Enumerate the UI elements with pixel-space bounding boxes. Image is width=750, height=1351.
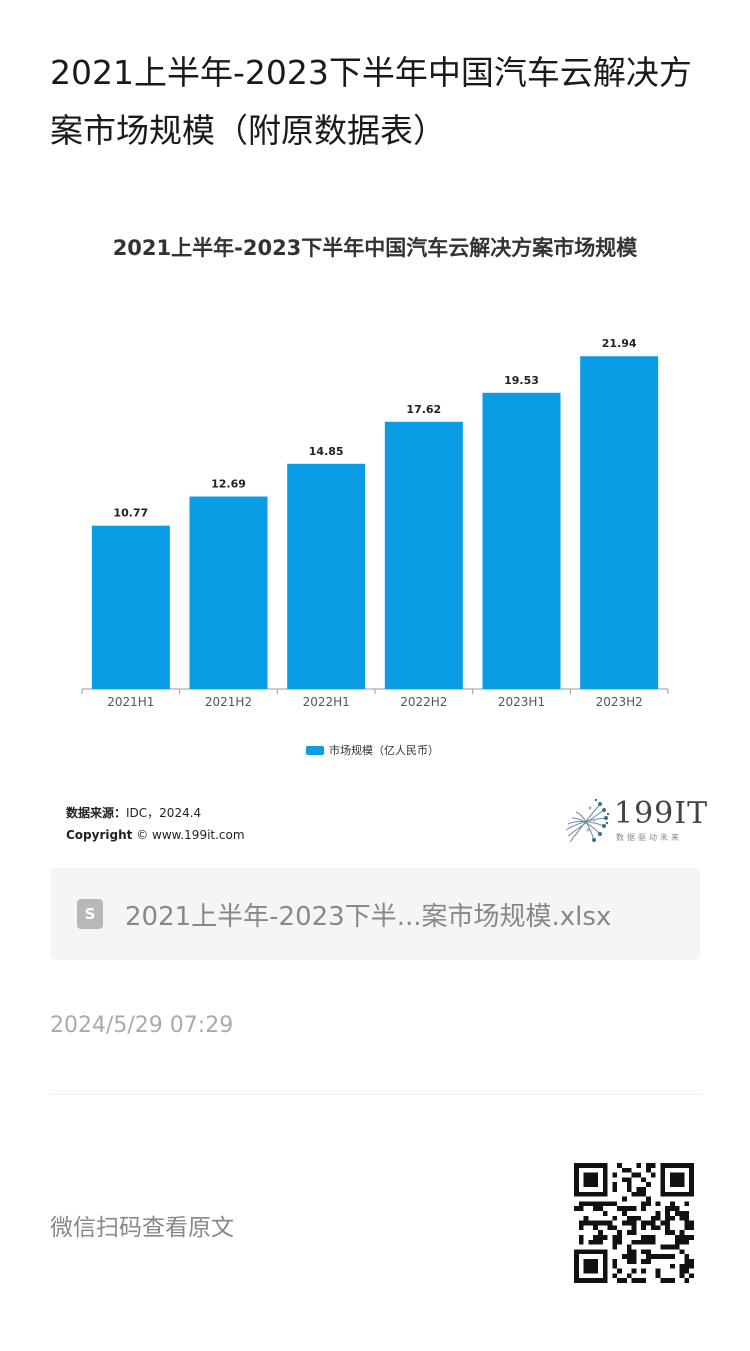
bar-2023H2 — [580, 356, 659, 689]
tick-label-2023H1: 2023H1 — [498, 695, 545, 709]
bar-2022H2 — [384, 421, 463, 689]
data-label-2022H2: 17.62 — [406, 403, 441, 416]
copyright-label: Copyright — [66, 828, 133, 842]
divider — [50, 1094, 702, 1095]
data-label-2021H1: 10.77 — [113, 507, 148, 520]
source-label: 数据来源： — [66, 806, 127, 820]
legend-label: 市场规模（亿人民币） — [329, 744, 439, 757]
copyright-value: © www.199it.com — [136, 828, 245, 842]
source-value: IDC，2024.4 — [126, 806, 202, 820]
bar-2023H1 — [482, 392, 561, 689]
data-label-2023H2: 21.94 — [602, 337, 637, 350]
spreadsheet-file-icon: S — [77, 899, 103, 929]
dandelion-icon — [565, 798, 610, 843]
data-label-2023H1: 19.53 — [504, 374, 539, 387]
qr-code-icon[interactable] — [574, 1163, 694, 1283]
source-line: 数据来源：IDC，2024.4 — [66, 802, 245, 824]
data-label-2022H1: 14.85 — [309, 445, 344, 458]
logo-text: 199IT — [614, 796, 709, 831]
199it-logo: 199IT 数据驱动未来 — [560, 796, 707, 846]
logo-tagline: 数据驱动未来 — [616, 833, 682, 842]
tick-label-2021H1: 2021H1 — [107, 695, 154, 709]
scan-prompt: 微信扫码查看原文 — [50, 1215, 234, 1241]
article-title: 2021上半年-2023下半年中国汽车云解决方案市场规模（附原数据表） — [50, 53, 692, 150]
tick-label-2021H2: 2021H2 — [205, 695, 252, 709]
tick-label-2023H2: 2023H2 — [596, 695, 643, 709]
legend-swatch — [306, 745, 324, 755]
bar-chart: 10.77 2021H1 12.69 2021H2 14.85 2022H1 17.62 20… — [81, 337, 669, 709]
bar-2021H1 — [91, 525, 170, 689]
publish-date: 2024/5/29 07:29 — [50, 1013, 234, 1038]
chart-legend: 市场规模（亿人民币） — [306, 742, 439, 758]
bar-2021H2 — [189, 496, 268, 689]
bar-2022H1 — [287, 463, 366, 689]
attachment-filename: 2021上半年-2023下半...案市场规模.xlsx — [125, 901, 612, 932]
copyright-line: Copyright © www.199it.com — [66, 824, 245, 846]
chart-title: 2021上半年-2023下半年中国汽车云解决方案市场规模 — [112, 236, 638, 260]
attachment-card[interactable]: S 2021上半年-2023下半...案市场规模.xlsx — [50, 868, 700, 960]
tick-label-2022H2: 2022H2 — [400, 695, 447, 709]
source-note: 数据来源：IDC，2024.4 Copyright © www.199it.co… — [66, 802, 245, 846]
tick-label-2022H1: 2022H1 — [303, 695, 350, 709]
data-label-2021H2: 12.69 — [211, 478, 246, 491]
